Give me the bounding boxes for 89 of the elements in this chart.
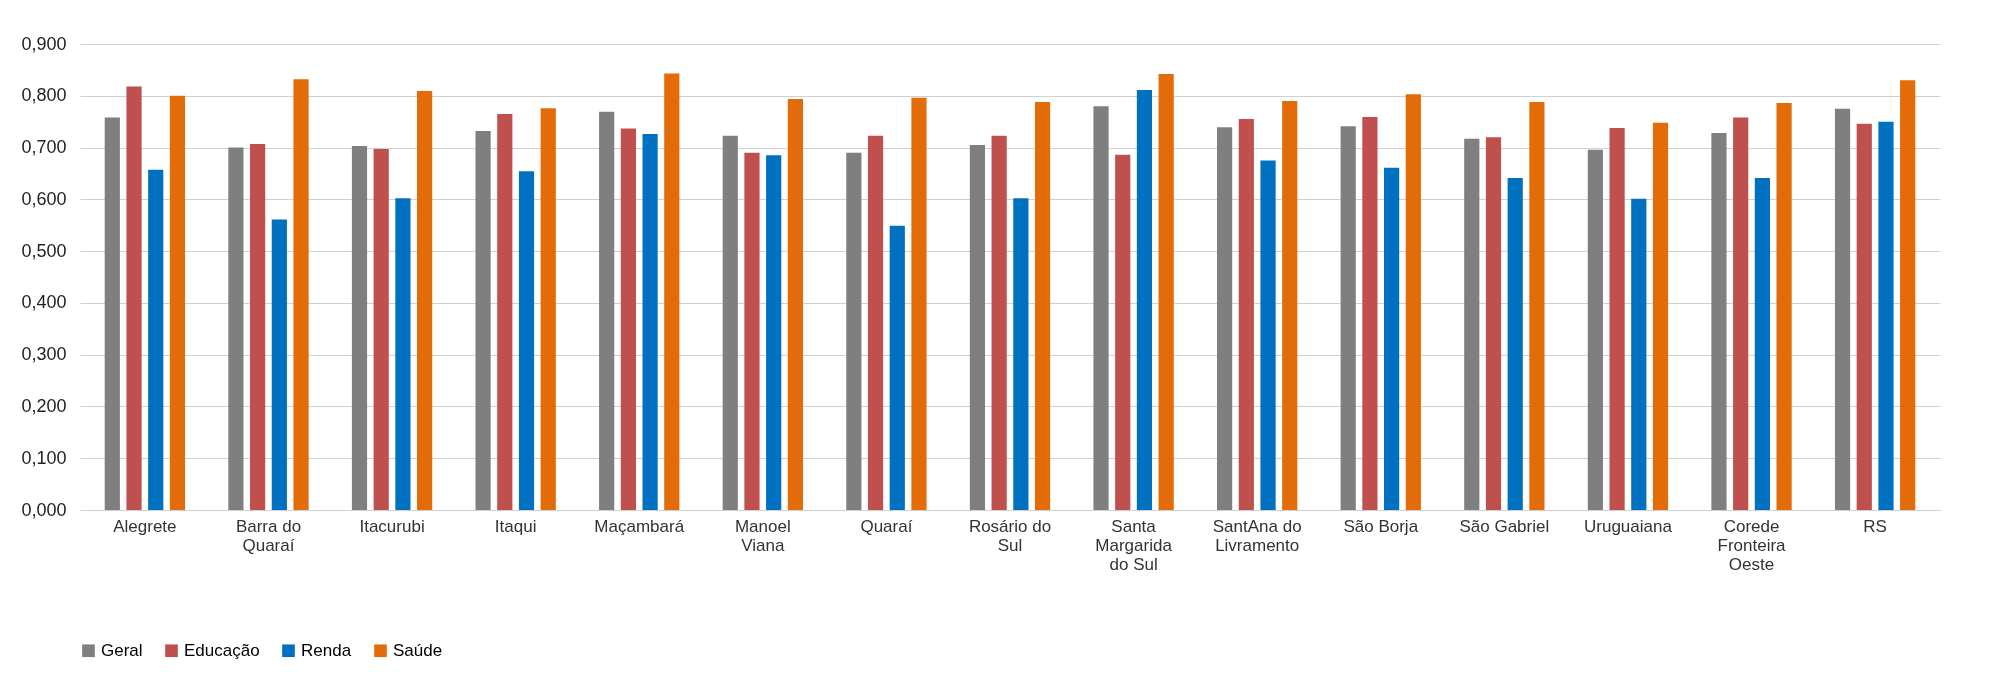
- bar: [1384, 167, 1400, 510]
- bar: [1834, 108, 1851, 510]
- x-tick-label: Itaqui: [494, 516, 537, 536]
- bar: [664, 73, 680, 510]
- bar: [744, 152, 760, 510]
- y-tick-label: 0,400: [21, 292, 67, 313]
- bar: [867, 135, 884, 510]
- legend-label: Geral: [101, 640, 143, 660]
- bar: [417, 91, 433, 510]
- y-tick-label: 0,500: [21, 240, 67, 261]
- y-tick-label: 0,000: [21, 499, 67, 520]
- bar: [271, 219, 287, 510]
- bar: [991, 135, 1007, 510]
- bar: [1856, 123, 1872, 510]
- legend-label: Renda: [301, 640, 352, 660]
- y-tick-label: 0,200: [21, 395, 67, 416]
- bar: [1900, 80, 1916, 510]
- bar: [787, 98, 803, 510]
- bar: [104, 117, 120, 510]
- y-tick-label: 0,900: [21, 33, 67, 54]
- bar: [395, 198, 411, 510]
- bar: [1260, 160, 1276, 510]
- x-tick-label: SantAna do Livramento: [1212, 516, 1302, 555]
- bar: [846, 152, 862, 510]
- x-tick-label: São Gabriel: [1459, 516, 1550, 536]
- bar: [1652, 122, 1669, 510]
- bar: [351, 146, 368, 510]
- bar: [1217, 127, 1233, 510]
- bar: [1136, 90, 1153, 510]
- bar: [169, 95, 186, 510]
- bar: [228, 147, 244, 510]
- bar: [642, 134, 658, 510]
- x-tick-label: Barra do Quaraí: [235, 516, 302, 555]
- y-tick-label: 0,700: [21, 137, 67, 158]
- legend-label: Educação: [184, 640, 260, 660]
- bar: [1034, 101, 1051, 510]
- bar: [1158, 74, 1174, 510]
- x-tick-label: Alegrete: [113, 516, 177, 536]
- y-tick-label: 0,300: [21, 344, 67, 365]
- bar: [1878, 121, 1894, 510]
- x-tick-label: Manoel Viana: [734, 516, 791, 555]
- y-tick-label: 0,600: [21, 188, 67, 209]
- bar: [1340, 126, 1356, 510]
- bar: [1238, 119, 1254, 510]
- bar: [1733, 117, 1749, 510]
- x-tick-label: Uruguaiana: [1583, 516, 1673, 536]
- x-tick-label: Santa Margarida do Sul: [1095, 516, 1173, 574]
- bar: [1115, 154, 1131, 510]
- bar: [293, 79, 309, 510]
- bar: [518, 171, 535, 510]
- bar: [599, 111, 615, 510]
- bar: [889, 225, 905, 510]
- x-tick-label: Corede Fronteira Oeste: [1717, 516, 1787, 574]
- bar: [1754, 178, 1770, 510]
- bar: [766, 155, 782, 510]
- bar: [1362, 117, 1378, 510]
- bar: [475, 130, 491, 510]
- bar: [1013, 198, 1029, 510]
- x-tick-label: Maçambará: [594, 516, 685, 536]
- bar: [722, 135, 738, 510]
- bar: [1529, 101, 1545, 510]
- bar: [1485, 137, 1502, 510]
- bar: [1631, 198, 1647, 510]
- bar: [126, 86, 142, 510]
- bar: [148, 169, 164, 510]
- x-tick-label: Rosário do Sul: [968, 516, 1052, 555]
- y-tick-label: 0,100: [21, 447, 67, 468]
- bar: [620, 128, 636, 510]
- bar: [250, 143, 266, 510]
- bar: [540, 108, 556, 510]
- y-tick-label: 0,800: [21, 85, 67, 106]
- bar: [1609, 127, 1625, 510]
- bar: [1507, 178, 1523, 510]
- x-tick-label: São Borja: [1343, 516, 1419, 536]
- bar: [1711, 133, 1727, 510]
- bar: [1464, 138, 1480, 510]
- bar: [1282, 100, 1298, 510]
- bar: [1776, 103, 1792, 510]
- bar: [1405, 94, 1421, 510]
- bar: [911, 97, 927, 510]
- x-tick-label: Quaraí: [860, 516, 913, 536]
- x-tick-label: Itacurubi: [359, 516, 425, 536]
- x-tick-label: RS: [1863, 516, 1887, 536]
- bar: [1093, 106, 1109, 510]
- bar: [497, 113, 513, 510]
- bar: [969, 144, 986, 510]
- bar: [1587, 149, 1603, 510]
- bar: [373, 149, 389, 510]
- legend-label: Saúde: [393, 640, 443, 660]
